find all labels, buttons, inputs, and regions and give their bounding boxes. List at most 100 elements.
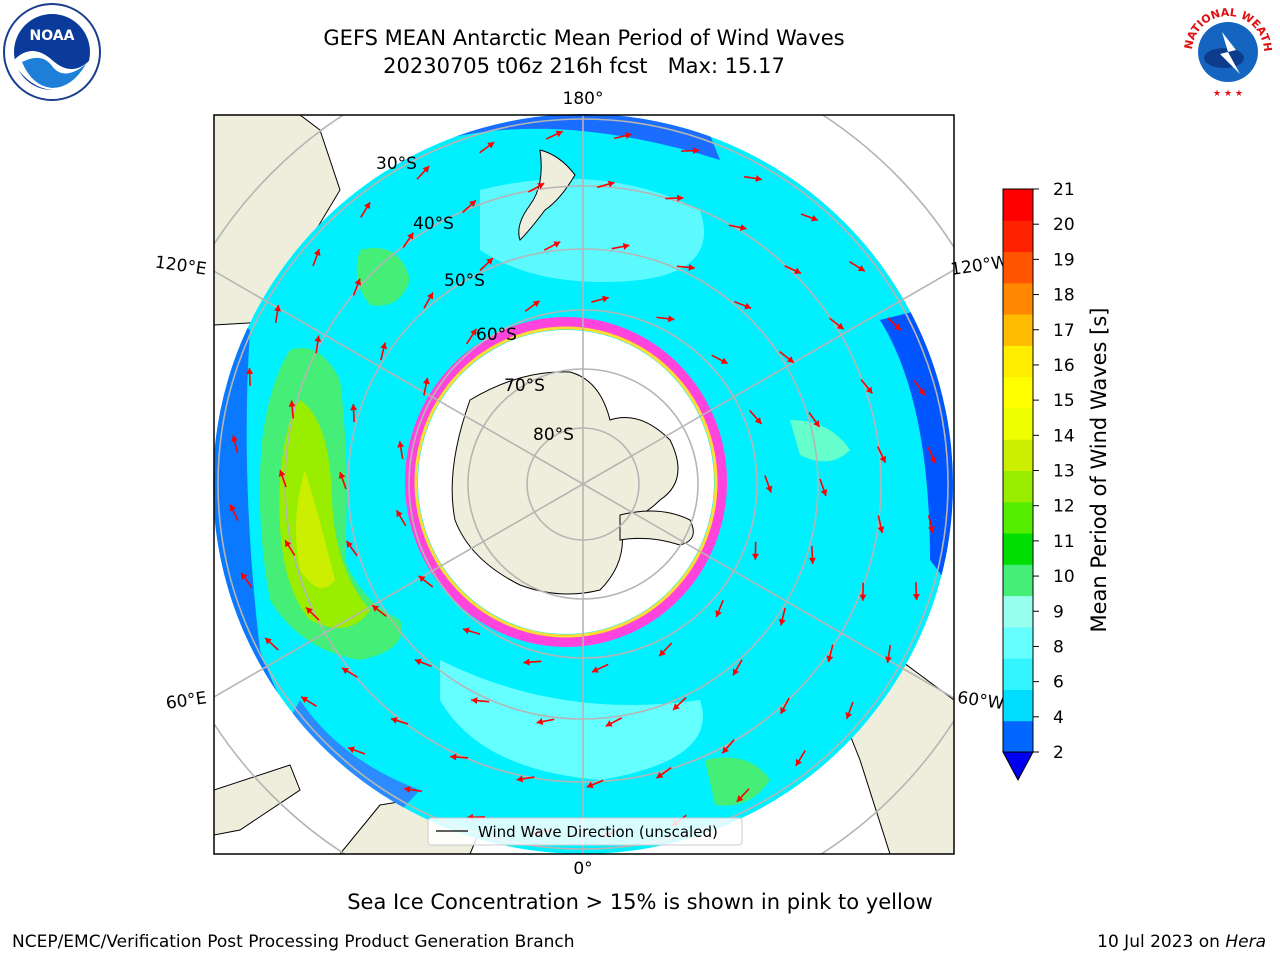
colorbar-tick-label: 4 [1053,708,1064,728]
wave-arrow-head [751,553,759,560]
wave-arrow-head [720,357,728,364]
colorbar-tick-label: 16 [1053,356,1075,376]
colorbar-tick-label: 2 [1053,743,1064,763]
colorbar-label: Mean Period of Wind Waves [s] [1087,308,1111,633]
wave-arrow-head [246,367,254,375]
wave-arrow-head [820,489,828,496]
wave-arrow-head [879,455,887,463]
colorbar-tick-label: 6 [1053,673,1064,693]
wave-arrow-head [396,510,403,518]
wave-arrow-head [668,315,675,323]
wave-arrow-head [625,132,632,139]
colorbar-bin [1003,689,1033,722]
lat-label-80s: 80°S [533,425,574,445]
wave-arrow-head [274,305,282,312]
colorbar-bin [1003,501,1033,534]
wave-arrow-head [462,627,470,635]
colorbar-bin [1003,439,1033,471]
wave-arrow-head [426,292,433,300]
ice-edge-pink [405,317,727,647]
wave-arrow-head [865,386,873,394]
wave-arrow-head [602,295,609,303]
wave-arrow-head [285,540,292,548]
wave-arrow-head [877,526,885,534]
colorbar-bin [1003,314,1033,346]
wave-arrow-head [765,485,773,493]
wave-arrow-head [755,175,762,183]
wave-arrow-head [786,356,794,363]
wave-arrow-head [354,278,362,286]
lat-label-30s: 30°S [376,154,417,174]
wind-wave-legend: Wind Wave Direction (unscaled) [427,817,743,846]
wave-arrow-head [605,720,613,727]
wave-arrow-head [795,758,802,766]
colorbar-bin [1003,595,1033,628]
wave-arrow-head [739,224,747,231]
wave-arrow-head [537,183,545,190]
wave-arrow-head [422,377,430,385]
wave-arrow-head [928,526,935,533]
wave-arrow-head [673,703,680,710]
wave-arrow-head [470,328,477,336]
wave-arrow-head [536,718,544,726]
wave-arrow-head [744,302,752,310]
lat-label-50s: 50°S [444,271,485,291]
colorbar-tick-label: 20 [1053,215,1075,235]
wave-arrow-head [656,771,664,779]
colorbar-bin [1003,282,1033,315]
ice-edge-yellow [414,326,718,638]
wave-arrow-head [736,795,744,802]
wave-arrow-head [390,717,398,724]
colorbar-extend [1002,751,1034,782]
wave-arrow-head [450,753,457,761]
wave-arrow-head [715,610,722,617]
lon-label-60e: 60°E [165,688,208,713]
colorbar-tick-label: 21 [1053,180,1075,200]
wave-arrow-head [591,666,599,673]
wave-arrow-head [811,214,818,222]
wave-arrow-head [348,746,355,754]
svg-text:★ ★ ★: ★ ★ ★ [1213,89,1243,99]
wave-arrow-head [918,388,925,396]
wave-arrow-head [622,242,630,250]
lat-label-60s: 60°S [476,325,517,345]
wave-arrow-head [350,404,358,411]
lon-label-60w: 60°W [956,688,1005,714]
legend-label: Wind Wave Direction (unscaled) [478,823,718,841]
colorbar-tick-label: 12 [1053,497,1075,517]
wave-arrow-head [553,241,561,248]
colorbar-bin [1003,376,1033,409]
wave-arrow-head [404,785,411,793]
australia-land [214,115,341,326]
wave-arrow-head [912,593,920,601]
wave-arrow-head [780,706,787,714]
colorbar-tick-label: 17 [1053,321,1075,341]
nws-logo: NATIONAL WEATHER SERVICE ★ ★ ★ [1178,2,1277,101]
sea-ice-note: Sea Ice Concentration > 15% is shown in … [347,890,933,914]
wave-arrow-head [229,504,237,512]
wave-arrow-head [231,435,238,442]
footer-host: Hera [1225,932,1266,952]
lon-label-120w: 120°W [949,252,1009,280]
map-subtitle: 20230705 t06z 216h fcst Max: 15.17 [383,54,785,78]
wave-arrow-head [265,637,272,645]
colorbar-tick-label: 8 [1053,637,1064,657]
lon-label-120e: 120°E [154,253,208,280]
wave-arrow-head [278,470,286,477]
wave-arrow-head [794,267,802,275]
colorbar-bin [1003,189,1033,221]
noaa-logo-text: NOAA [30,28,75,44]
wave-arrow-head [754,417,762,424]
footer-date: 10 Jul 2023 on Hera [1097,932,1266,952]
colorbar-bin [1003,533,1033,565]
wave-arrow-head [422,166,430,173]
wave-arrow-head [241,572,248,580]
colorbar-tick-label: 10 [1053,567,1075,587]
wave-arrow-head [826,655,834,663]
footer-date-text: 10 Jul 2023 on [1097,932,1226,952]
wave-arrow-head [845,712,853,719]
colorbar-tick-label: 11 [1053,532,1075,552]
wave-arrow-head [313,249,321,256]
wave-arrow-head [471,697,478,705]
